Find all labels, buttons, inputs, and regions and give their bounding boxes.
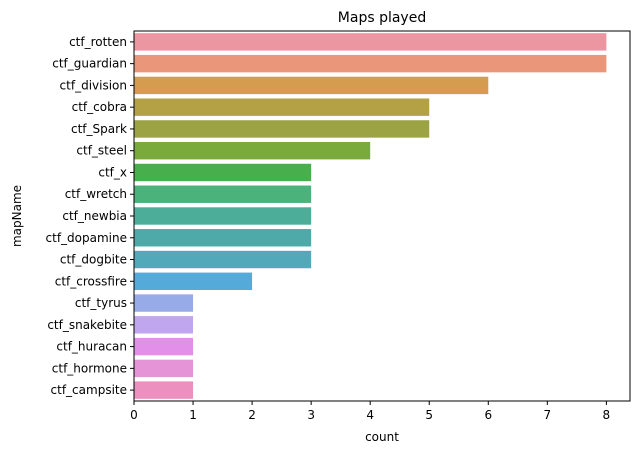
y-tick-label: ctf_cobra: [72, 100, 127, 114]
x-tick-label: 8: [603, 408, 611, 422]
plot-frame: [133, 30, 631, 402]
x-ticks: 0 1 2 3 4 5 6 7 8: [130, 401, 610, 422]
bar-ctf_Spark: [134, 120, 430, 138]
bar-ctf_cobra: [134, 98, 430, 116]
y-tick-label: ctf_dogbite: [60, 253, 127, 267]
bar-ctf_dopamine: [134, 229, 312, 247]
bar-ctf_dogbite: [134, 250, 312, 269]
y-tick-label: ctf_Spark: [71, 122, 127, 136]
bar-ctf_campsite: [134, 381, 194, 399]
y-tick-label: ctf_snakebite: [47, 318, 127, 332]
bar-ctf_division: [134, 76, 489, 95]
y-tick-label: ctf_crossfire: [55, 274, 127, 288]
y-tick-label: ctf_dopamine: [46, 231, 127, 245]
chart-title: Maps played: [338, 10, 426, 26]
y-tick-label: ctf_steel: [76, 144, 127, 158]
x-tick-label: 4: [366, 408, 374, 422]
x-tick-label: 1: [189, 408, 197, 422]
bar-ctf_x: [134, 163, 312, 182]
y-tick-label: ctf_wretch: [65, 187, 127, 201]
bar-ctf_hormone: [134, 359, 194, 378]
x-tick-label: 7: [544, 408, 552, 422]
x-tick-label: 6: [484, 408, 492, 422]
y-tick-label: ctf_division: [60, 78, 127, 92]
x-tick-label: 0: [130, 408, 138, 422]
x-axis-label: count: [365, 430, 399, 444]
x-tick-label: 2: [248, 408, 256, 422]
y-tick-label: ctf_tyrus: [75, 296, 127, 310]
bar-ctf_steel: [134, 142, 371, 160]
bar-ctf_crossfire: [134, 272, 253, 290]
y-axis-label: mapName: [10, 185, 24, 247]
y-tick-label: ctf_hormone: [52, 361, 127, 375]
y-tick-label: ctf_rotten: [69, 35, 127, 49]
bar-ctf_snakebite: [134, 316, 194, 334]
y-tick-labels: ctf_rotten ctf_guardian ctf_division ctf_co…: [46, 35, 134, 397]
y-tick-label: ctf_newbia: [62, 209, 127, 223]
bar-ctf_guardian: [134, 54, 607, 73]
y-tick-label: ctf_guardian: [52, 57, 127, 71]
bar-ctf_tyrus: [134, 294, 194, 312]
y-tick-label: ctf_huracan: [56, 340, 127, 354]
bars-group: [134, 33, 607, 399]
x-tick-label: 5: [425, 408, 433, 422]
bar-ctf_wretch: [134, 185, 312, 203]
bar-ctf_newbia: [134, 207, 312, 225]
bar-ctf_rotten: [134, 33, 607, 51]
bar-ctf_huracan: [134, 337, 194, 356]
x-tick-label: 3: [307, 408, 315, 422]
y-tick-label: ctf_x: [98, 165, 127, 179]
y-tick-label: ctf_campsite: [51, 383, 127, 397]
